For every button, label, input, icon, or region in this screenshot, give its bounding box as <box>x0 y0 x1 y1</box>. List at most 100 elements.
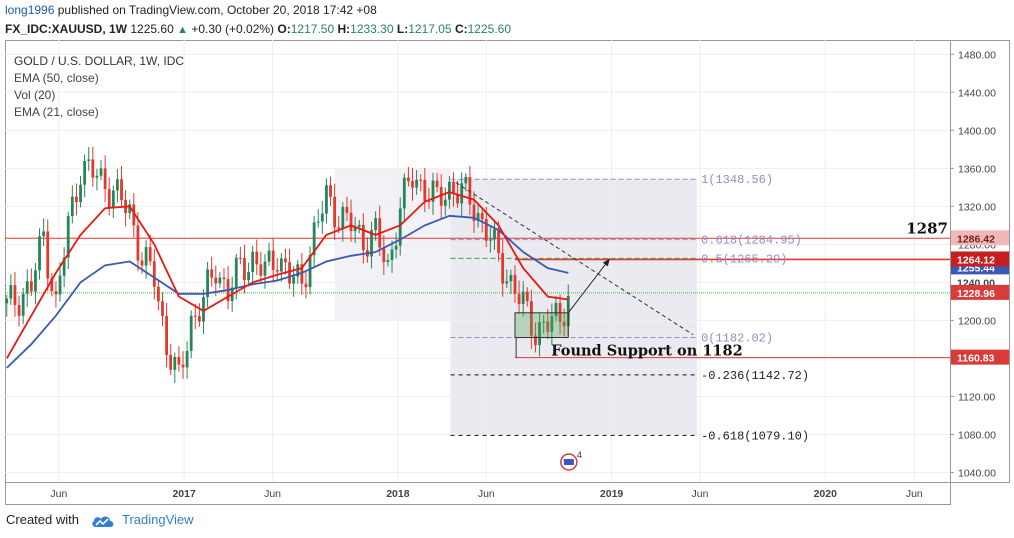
candle-body <box>525 291 529 302</box>
price-tag-1160: 1160.83 <box>957 353 995 365</box>
price-tag-1264: 1264.12 <box>957 254 995 266</box>
fib-level-label: 0(1182.02) <box>701 331 773 345</box>
candle-body <box>140 260 144 266</box>
candle-body <box>185 350 189 368</box>
candle-body <box>517 293 521 304</box>
candle-body <box>484 219 488 241</box>
annotation-found-support: Found Support on 1182 <box>551 343 742 360</box>
candle-body <box>468 176 472 205</box>
candle-body <box>197 316 201 322</box>
tradingview-cloud-icon <box>91 516 113 527</box>
candle-body <box>251 251 255 273</box>
time-tick-label: Jun <box>692 488 709 500</box>
price-tag-1286-bg <box>951 230 1009 246</box>
candle-body <box>177 356 181 365</box>
legend-title: GOLD / U.S. DOLLAR, 1W, IDC <box>14 54 185 68</box>
candle-body <box>550 316 554 332</box>
candle-body <box>279 258 283 272</box>
candle-body <box>316 221 320 223</box>
candle-body <box>144 247 148 266</box>
candle-body <box>402 177 406 209</box>
candle-body <box>464 176 468 184</box>
candle-body <box>99 168 103 176</box>
candle-body <box>529 301 533 336</box>
candle-body <box>91 159 95 178</box>
candle-body <box>173 356 177 370</box>
candle-body <box>255 251 259 265</box>
candle-body <box>480 212 484 220</box>
time-tick-label: 2018 <box>386 488 410 500</box>
price-tick-label: 1440.00 <box>958 87 996 99</box>
candle-body <box>456 193 459 204</box>
candle-body <box>132 204 136 226</box>
candle-body <box>70 196 74 217</box>
candle-body <box>357 224 361 227</box>
candle-body <box>349 212 353 232</box>
candle-body <box>542 321 546 323</box>
time-axis <box>5 482 951 505</box>
last-price: 1225.60 <box>130 22 174 36</box>
author-username[interactable]: long1996 <box>5 3 55 17</box>
candle-body <box>152 261 156 287</box>
close-label: C: <box>454 22 468 36</box>
downtrend-line <box>455 182 694 336</box>
candle-body <box>238 257 242 259</box>
price-tick-label: 1360.00 <box>958 163 996 175</box>
candle-body <box>452 181 455 194</box>
candle-body <box>21 293 25 316</box>
candle-body <box>243 257 246 281</box>
legend-item-vol[interactable]: Vol (20) <box>14 88 56 102</box>
time-tick-label: Jun <box>478 488 495 500</box>
candle-body <box>304 283 308 288</box>
price-chart[interactable]: 1040.001080.001120.001160.001200.001240.… <box>5 40 1010 505</box>
time-tick-label: 2019 <box>600 488 624 500</box>
candle-body <box>407 177 410 182</box>
tradingview-link[interactable]: TradingView <box>122 512 194 527</box>
price-tag-1286: 1286.42 <box>957 233 995 245</box>
price-tag-last-bg <box>951 284 1009 300</box>
candle-body <box>107 189 111 208</box>
candle-body <box>300 264 304 284</box>
candle-body <box>193 315 197 317</box>
candle-body <box>79 184 82 203</box>
price-tick-label: 1040.00 <box>958 467 996 479</box>
candle-body <box>54 291 58 295</box>
candle-body <box>42 231 46 237</box>
candle-body <box>398 208 402 246</box>
high-value: 1233.30 <box>350 22 394 36</box>
candle-body <box>361 224 365 251</box>
candle-body <box>374 218 378 231</box>
candle-body <box>415 179 419 188</box>
support-zone-box <box>514 312 569 339</box>
candle-body <box>189 315 193 351</box>
candle-body <box>488 239 492 241</box>
candle-body <box>554 302 558 317</box>
price-tag-1160-bg <box>951 349 1009 365</box>
published-text: published on TradingView.com, October 20… <box>57 3 377 17</box>
up-arrow-icon: ▲ <box>177 24 188 36</box>
time-tick-label: Jun <box>264 488 281 500</box>
candle-body <box>312 222 316 256</box>
symbol-label: FX_IDC:XAUUSD, 1W <box>5 22 128 36</box>
candle-body <box>202 297 205 322</box>
candle-body <box>538 322 541 346</box>
chart-area[interactable]: 1040.001080.001120.001160.001200.001240.… <box>5 40 1010 505</box>
legend-item-ema21[interactable]: EMA (21, close) <box>14 105 99 119</box>
candle-body <box>34 270 37 292</box>
candle-body <box>62 257 66 276</box>
candle-body <box>234 257 238 288</box>
time-tick-label: 2017 <box>172 488 196 500</box>
candle-body <box>546 321 550 332</box>
candle-body <box>214 277 218 284</box>
candle-body <box>333 196 337 228</box>
candle-body <box>439 187 443 206</box>
candle-body <box>341 206 345 229</box>
candle-body <box>17 304 21 316</box>
low-value: 1217.05 <box>408 22 452 36</box>
price-change: +0.30 (+0.02%) <box>191 22 275 36</box>
legend-item-ema50[interactable]: EMA (50, close) <box>14 71 99 85</box>
candle-body <box>390 249 394 261</box>
candle-body <box>353 226 357 232</box>
event-flag-icon-stripe <box>563 459 574 465</box>
created-with-text: Created with <box>6 512 79 527</box>
